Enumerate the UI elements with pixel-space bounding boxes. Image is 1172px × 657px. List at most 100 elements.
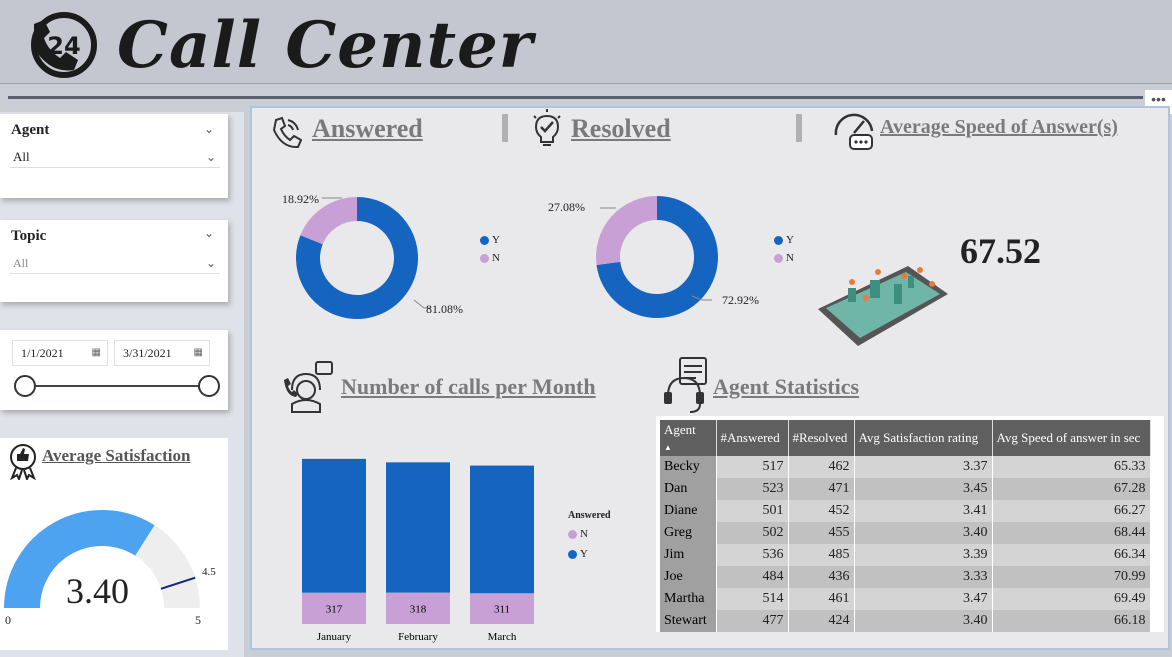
speedometer-chat-icon: [834, 113, 874, 150]
table-row[interactable]: Greg 502 455 3.40 68.44: [660, 522, 1151, 544]
page-title: Call Center: [117, 8, 534, 83]
start-date-input[interactable]: 1/1/2021 ▦: [12, 340, 108, 366]
calls-legend-title: Answered: [568, 510, 611, 521]
agent-name-cell: Greg: [660, 522, 717, 544]
bar-segment-y[interactable]: [470, 465, 534, 594]
chevron-up-icon[interactable]: ⌄: [204, 122, 215, 136]
table-row[interactable]: Martha 514 461 3.47 69.49: [660, 588, 1151, 610]
report-canvas: Answered Resolved Average Speed of Answe…: [250, 106, 1170, 650]
table-cell: 3.40: [854, 610, 993, 632]
calls-per-month-chart: 317 January 318 February 311 March: [302, 458, 534, 643]
sort-ascending-icon: ▲: [664, 443, 672, 452]
bar-segment-n[interactable]: [386, 592, 450, 624]
legend-dot: [480, 235, 489, 245]
table-cell: 3.47: [854, 588, 993, 610]
answered-donut: [296, 197, 418, 319]
legend-dot: [480, 253, 489, 263]
table-cell: 3.45: [854, 478, 993, 500]
answered-title: Answered: [312, 114, 423, 143]
logo-label: 24: [47, 32, 80, 60]
table-cell: 3.41: [854, 500, 993, 522]
table-cell: 471: [788, 478, 855, 500]
table-cell: 3.37: [854, 456, 993, 478]
gauge-fill: [4, 510, 155, 609]
agent-dropdown[interactable]: All ⌄: [10, 146, 220, 168]
header-bar: 24 Call Center: [0, 0, 1172, 84]
legend-dot: [774, 253, 783, 263]
calendar-icon[interactable]: ▦: [91, 347, 101, 358]
agent-slicer: Agent ⌄ All ⌄: [0, 114, 228, 198]
topic-slicer: Topic ⌄ All ⌄: [0, 220, 228, 302]
legend-label: Y: [786, 234, 794, 246]
column-header-label: Agent: [664, 422, 696, 437]
table-cell: 455: [788, 522, 855, 544]
table-cell: 3.33: [854, 566, 993, 588]
table-cell: 66.27: [992, 500, 1151, 522]
city-phone-illustration: [818, 266, 948, 346]
gauge-target-label: 4.5: [202, 566, 216, 578]
table-row[interactable]: Dan 523 471 3.45 67.28: [660, 478, 1151, 500]
answered-y-leader-line: [413, 299, 430, 309]
table-cell: 514: [716, 588, 789, 610]
resolved-legend: Y N: [774, 234, 794, 264]
column-header[interactable]: #Resolved: [788, 420, 855, 456]
donut-slice-y[interactable]: [296, 197, 418, 319]
resolved-donut: [596, 196, 718, 318]
headset-document-icon: [664, 357, 707, 413]
table-cell: 66.34: [992, 544, 1151, 566]
chevron-up-icon[interactable]: ⌄: [204, 226, 215, 240]
bar-segment-n[interactable]: [302, 592, 366, 624]
topic-dropdown-value: All: [13, 256, 29, 270]
calls-per-month-title: Number of calls per Month: [341, 374, 596, 399]
speed-title: Average Speed of Answer(s): [880, 116, 1118, 138]
column-header[interactable]: #Answered: [716, 420, 789, 456]
bar-data-label: 311: [494, 604, 510, 616]
table-row[interactable]: Jim 536 485 3.39 66.34: [660, 544, 1151, 566]
legend-item-y: Y: [774, 234, 794, 246]
headset-agent-icon: [284, 361, 333, 413]
speed-value: 67.52: [960, 231, 1041, 271]
column-header[interactable]: Avg Speed of answer in sec: [992, 420, 1151, 456]
x-tick-label: January: [317, 631, 352, 643]
topic-slicer-label: Topic: [11, 228, 47, 244]
topic-dropdown[interactable]: All ⌄: [10, 252, 220, 274]
table-cell: 502: [716, 522, 789, 544]
table-cell: 70.99: [992, 566, 1151, 588]
table-cell: 461: [788, 588, 855, 610]
resolved-y-label: 72.92%: [722, 293, 759, 307]
table-row[interactable]: Joe 484 436 3.33 70.99: [660, 566, 1151, 588]
bar-segment-n[interactable]: [470, 593, 534, 624]
table-cell: 477: [716, 610, 789, 632]
end-date-input[interactable]: 3/31/2021 ▦: [114, 340, 210, 366]
legend-dot: [568, 529, 577, 539]
table-row[interactable]: Stewart 477 424 3.40 66.18: [660, 610, 1151, 632]
bar-segment-y[interactable]: [302, 458, 366, 593]
answered-donut-chart: [296, 197, 430, 319]
calendar-icon[interactable]: ▦: [193, 347, 203, 358]
start-date-value: 1/1/2021: [21, 346, 64, 360]
lightbulb-check-icon: [533, 109, 561, 146]
answered-legend: Y N: [480, 234, 500, 264]
legend-item-n: N: [480, 252, 500, 264]
table-row[interactable]: Diane 501 452 3.41 66.27: [660, 500, 1151, 522]
range-end-handle[interactable]: [198, 375, 220, 397]
bar-data-label: 318: [410, 603, 427, 615]
date-range-track: [24, 385, 208, 387]
bar-segment-y[interactable]: [386, 462, 450, 593]
donut-slice-n[interactable]: [300, 197, 358, 245]
agent-slicer-label: Agent: [11, 122, 50, 138]
legend-dot: [568, 549, 577, 559]
satisfaction-value: 3.40: [66, 571, 129, 611]
legend-item-n: N: [774, 252, 794, 264]
chevron-down-icon: ⌄: [205, 150, 216, 164]
donut-slice-y[interactable]: [596, 196, 718, 318]
table-row[interactable]: Becky 517 462 3.37 65.33: [660, 456, 1151, 478]
column-header[interactable]: Agent ▲: [660, 420, 717, 456]
donut-slice-n[interactable]: [596, 196, 658, 265]
section-separator: [502, 114, 508, 142]
resolved-n-label: 27.08%: [548, 200, 585, 214]
average-satisfaction-card: Average Satisfaction 3.40 0 5 4.5: [0, 438, 228, 650]
range-start-handle[interactable]: [14, 375, 36, 397]
agent-statistics-title: Agent Statistics: [713, 374, 860, 399]
column-header[interactable]: Avg Satisfaction rating: [854, 420, 993, 456]
